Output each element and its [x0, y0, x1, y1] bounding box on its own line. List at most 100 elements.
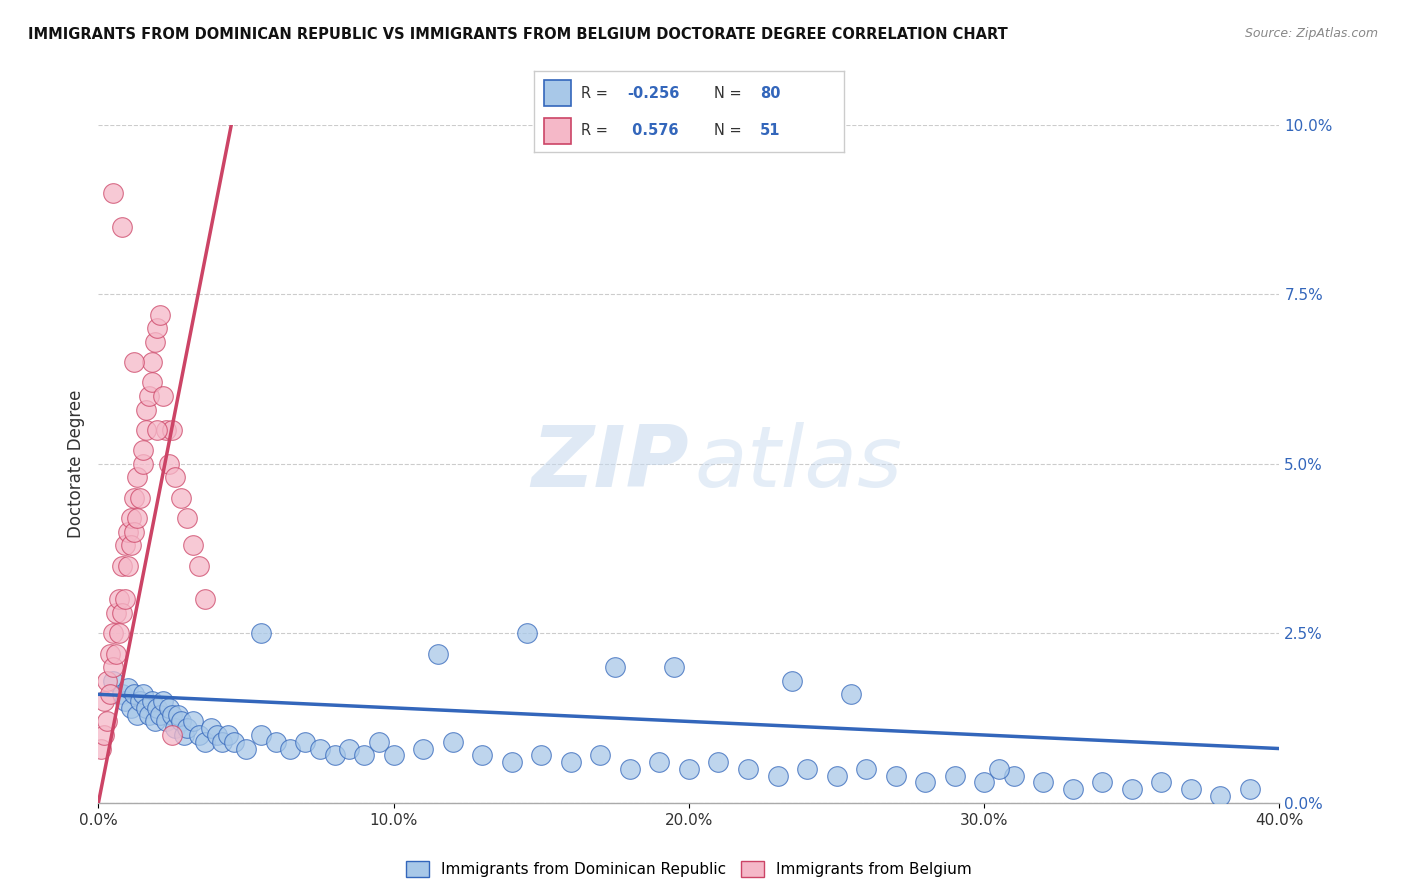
- Point: [855, 762, 877, 776]
- Point: [1091, 775, 1114, 789]
- Point: [122, 524, 145, 539]
- Point: [589, 748, 612, 763]
- Point: [187, 728, 209, 742]
- Point: [217, 728, 239, 742]
- FancyBboxPatch shape: [544, 118, 571, 144]
- Point: [796, 762, 818, 776]
- Point: [678, 762, 700, 776]
- Point: [146, 321, 169, 335]
- Point: [884, 769, 907, 783]
- Point: [114, 538, 136, 552]
- Point: [105, 647, 128, 661]
- Point: [211, 735, 233, 749]
- Point: [135, 701, 157, 715]
- Point: [1180, 782, 1202, 797]
- Point: [146, 423, 169, 437]
- Point: [181, 714, 204, 729]
- Text: IMMIGRANTS FROM DOMINICAN REPUBLIC VS IMMIGRANTS FROM BELGIUM DOCTORATE DEGREE C: IMMIGRANTS FROM DOMINICAN REPUBLIC VS IM…: [28, 27, 1008, 42]
- Point: [176, 721, 198, 735]
- Point: [987, 762, 1010, 776]
- Point: [664, 660, 686, 674]
- Point: [122, 355, 145, 369]
- Point: [165, 470, 187, 484]
- Point: [155, 423, 177, 437]
- Point: [353, 748, 375, 763]
- Point: [141, 355, 163, 369]
- Text: atlas: atlas: [695, 422, 903, 506]
- Text: Source: ZipAtlas.com: Source: ZipAtlas.com: [1244, 27, 1378, 40]
- Point: [125, 470, 148, 484]
- Point: [368, 735, 391, 749]
- Point: [152, 694, 174, 708]
- Text: R =: R =: [581, 123, 612, 138]
- Text: R =: R =: [581, 86, 612, 101]
- Point: [98, 647, 121, 661]
- Point: [1150, 775, 1173, 789]
- Point: [122, 491, 145, 505]
- Point: [250, 626, 273, 640]
- Point: [149, 707, 172, 722]
- Point: [117, 558, 139, 573]
- Point: [141, 376, 163, 390]
- Point: [132, 443, 155, 458]
- Point: [120, 511, 142, 525]
- Point: [176, 511, 198, 525]
- Point: [93, 728, 115, 742]
- Point: [108, 626, 131, 640]
- Point: [125, 511, 148, 525]
- Point: [737, 762, 759, 776]
- Point: [194, 735, 217, 749]
- Point: [250, 728, 273, 742]
- Point: [96, 714, 118, 729]
- Point: [146, 701, 169, 715]
- Legend: Immigrants from Dominican Republic, Immigrants from Belgium: Immigrants from Dominican Republic, Immi…: [399, 855, 979, 883]
- Point: [200, 721, 222, 735]
- Point: [120, 538, 142, 552]
- Point: [103, 660, 125, 674]
- Point: [309, 741, 332, 756]
- Point: [412, 741, 434, 756]
- Point: [128, 694, 150, 708]
- Text: 51: 51: [761, 123, 780, 138]
- Point: [619, 762, 641, 776]
- Point: [605, 660, 627, 674]
- FancyBboxPatch shape: [544, 80, 571, 106]
- Point: [441, 735, 464, 749]
- Point: [973, 775, 995, 789]
- Point: [141, 694, 163, 708]
- Point: [105, 606, 128, 620]
- Point: [162, 423, 183, 437]
- Point: [782, 673, 804, 688]
- Point: [224, 735, 246, 749]
- Point: [187, 558, 209, 573]
- Text: N =: N =: [714, 86, 747, 101]
- Point: [128, 491, 150, 505]
- Point: [103, 626, 125, 640]
- Point: [138, 707, 160, 722]
- Point: [515, 626, 537, 640]
- Point: [143, 334, 166, 349]
- Point: [162, 707, 183, 722]
- Point: [1032, 775, 1054, 789]
- Point: [117, 524, 139, 539]
- Point: [165, 721, 187, 735]
- Point: [841, 687, 863, 701]
- Point: [132, 687, 155, 701]
- Point: [149, 308, 172, 322]
- Point: [1121, 782, 1143, 797]
- Point: [114, 592, 136, 607]
- Point: [1209, 789, 1232, 803]
- Point: [114, 694, 136, 708]
- Point: [122, 687, 145, 701]
- Point: [111, 219, 134, 234]
- Point: [235, 741, 257, 756]
- Point: [766, 769, 789, 783]
- Point: [471, 748, 494, 763]
- Point: [103, 673, 125, 688]
- Point: [90, 741, 112, 756]
- Point: [1002, 769, 1025, 783]
- Text: 0.576: 0.576: [627, 123, 679, 138]
- Point: [111, 687, 134, 701]
- Point: [135, 423, 157, 437]
- Point: [108, 592, 131, 607]
